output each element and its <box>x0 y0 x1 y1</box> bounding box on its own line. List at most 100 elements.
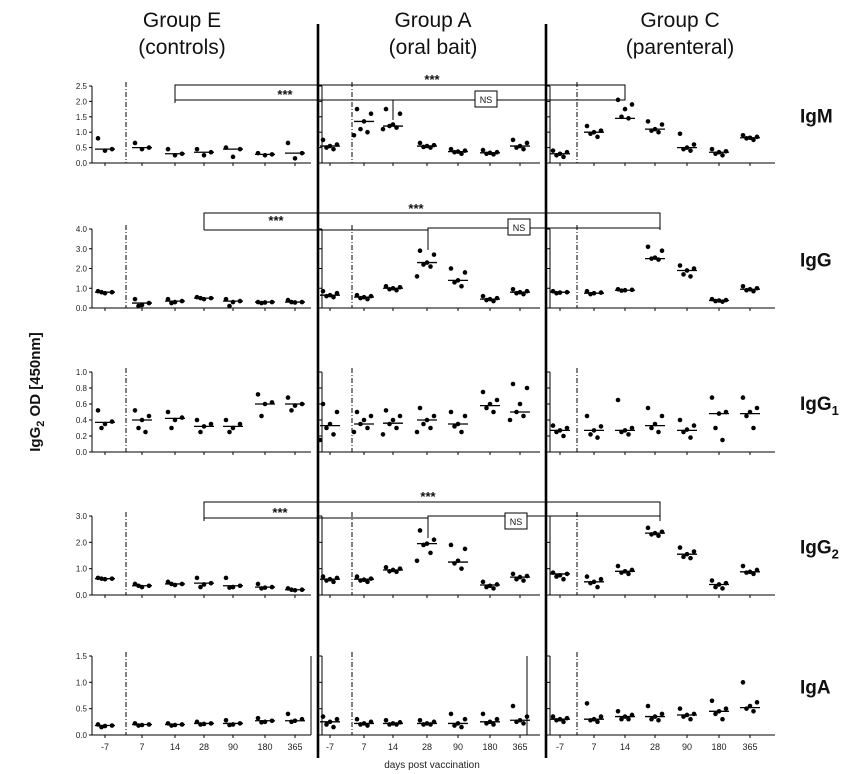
data-point <box>480 579 486 585</box>
y-tick-label: 1.5 <box>76 113 88 122</box>
y-tick-label: 2.0 <box>76 538 88 547</box>
data-point <box>510 571 516 577</box>
data-point <box>380 432 386 437</box>
data-point <box>480 711 486 717</box>
data-point <box>431 252 437 257</box>
data-point <box>354 106 360 112</box>
data-point <box>751 288 756 294</box>
data-point <box>109 419 115 424</box>
data-point <box>223 417 229 423</box>
data-point <box>331 432 336 437</box>
data-point <box>414 274 420 279</box>
data-point <box>598 714 604 719</box>
data-point <box>691 423 697 428</box>
data-point <box>561 433 566 439</box>
data-point <box>754 405 760 411</box>
panel-label-igg1: IgG1 <box>800 394 839 418</box>
data-point <box>358 126 363 132</box>
data-point <box>394 287 399 293</box>
data-point <box>688 716 693 722</box>
data-point <box>201 153 207 158</box>
data-point <box>626 432 631 437</box>
data-point <box>227 429 232 435</box>
y-axis-label: IgG2 OD [450nm] <box>27 332 47 451</box>
data-point <box>459 151 464 157</box>
data-point <box>285 395 291 400</box>
data-point <box>227 303 232 309</box>
data-point <box>744 413 749 419</box>
data-point <box>491 409 496 415</box>
x-tick-label: 180 <box>482 742 497 752</box>
x-tick-label: 14 <box>170 742 180 752</box>
data-point <box>237 421 243 427</box>
data-point <box>223 296 229 302</box>
y-tick-label: 0.4 <box>76 416 88 425</box>
data-point <box>143 429 148 435</box>
data-point <box>132 408 138 413</box>
data-point <box>165 296 171 302</box>
significance-stars: *** <box>408 201 424 216</box>
data-point <box>132 581 138 587</box>
ns-box <box>504 512 528 530</box>
x-tick-label: 365 <box>512 742 527 752</box>
data-point <box>417 248 423 254</box>
data-point <box>649 716 654 722</box>
x-tick-label: 28 <box>199 742 209 752</box>
data-point <box>615 709 621 714</box>
y-tick-label: 0.5 <box>76 144 88 153</box>
data-point <box>223 717 229 723</box>
data-point <box>645 119 651 124</box>
data-point <box>354 292 360 298</box>
data-point <box>331 724 336 730</box>
data-point <box>691 142 697 147</box>
data-point <box>132 140 138 146</box>
data-point <box>681 554 686 560</box>
data-point <box>659 248 665 254</box>
x-tick-label: -7 <box>101 742 109 752</box>
data-point <box>383 106 389 112</box>
data-point <box>380 126 386 132</box>
data-point <box>677 131 683 137</box>
significance-stars: *** <box>420 489 436 504</box>
group-c-title: Group C <box>640 9 719 32</box>
data-point <box>656 429 661 435</box>
bracket-a-c-igm <box>392 98 626 120</box>
data-point <box>688 555 693 561</box>
data-point <box>354 409 360 415</box>
ns-label: NS <box>513 223 526 233</box>
data-point <box>428 264 433 269</box>
data-point <box>507 417 513 423</box>
data-point <box>230 154 236 160</box>
data-point <box>645 405 651 411</box>
bracket-e-c-igm <box>174 84 626 103</box>
data-point <box>595 584 600 590</box>
significance-stars: *** <box>424 72 440 87</box>
data-point <box>459 283 464 289</box>
data-point <box>99 425 104 431</box>
data-point <box>564 425 570 431</box>
data-point <box>754 700 760 705</box>
y-tick-label: 4.0 <box>76 225 88 234</box>
data-point <box>462 413 468 419</box>
data-point <box>448 409 454 415</box>
data-point <box>709 578 715 583</box>
data-point <box>740 563 746 569</box>
y-tick-label: 1.0 <box>76 284 88 293</box>
data-point <box>136 425 141 431</box>
data-point <box>368 111 374 117</box>
data-point <box>139 302 145 308</box>
x-tick-label: 7 <box>139 742 144 752</box>
data-point <box>462 546 468 552</box>
x-tick-label: 14 <box>620 742 630 752</box>
data-point <box>677 417 683 423</box>
data-point <box>595 134 600 140</box>
data-point <box>365 129 370 135</box>
data-point <box>677 263 683 268</box>
data-point <box>428 425 433 431</box>
panel-label-igg2: IgG2 <box>800 538 839 562</box>
data-point <box>645 244 651 250</box>
data-point <box>649 425 654 431</box>
x-tick-label: 180 <box>257 742 272 752</box>
bracket-e-a-igm <box>174 99 394 120</box>
data-point <box>179 415 185 420</box>
